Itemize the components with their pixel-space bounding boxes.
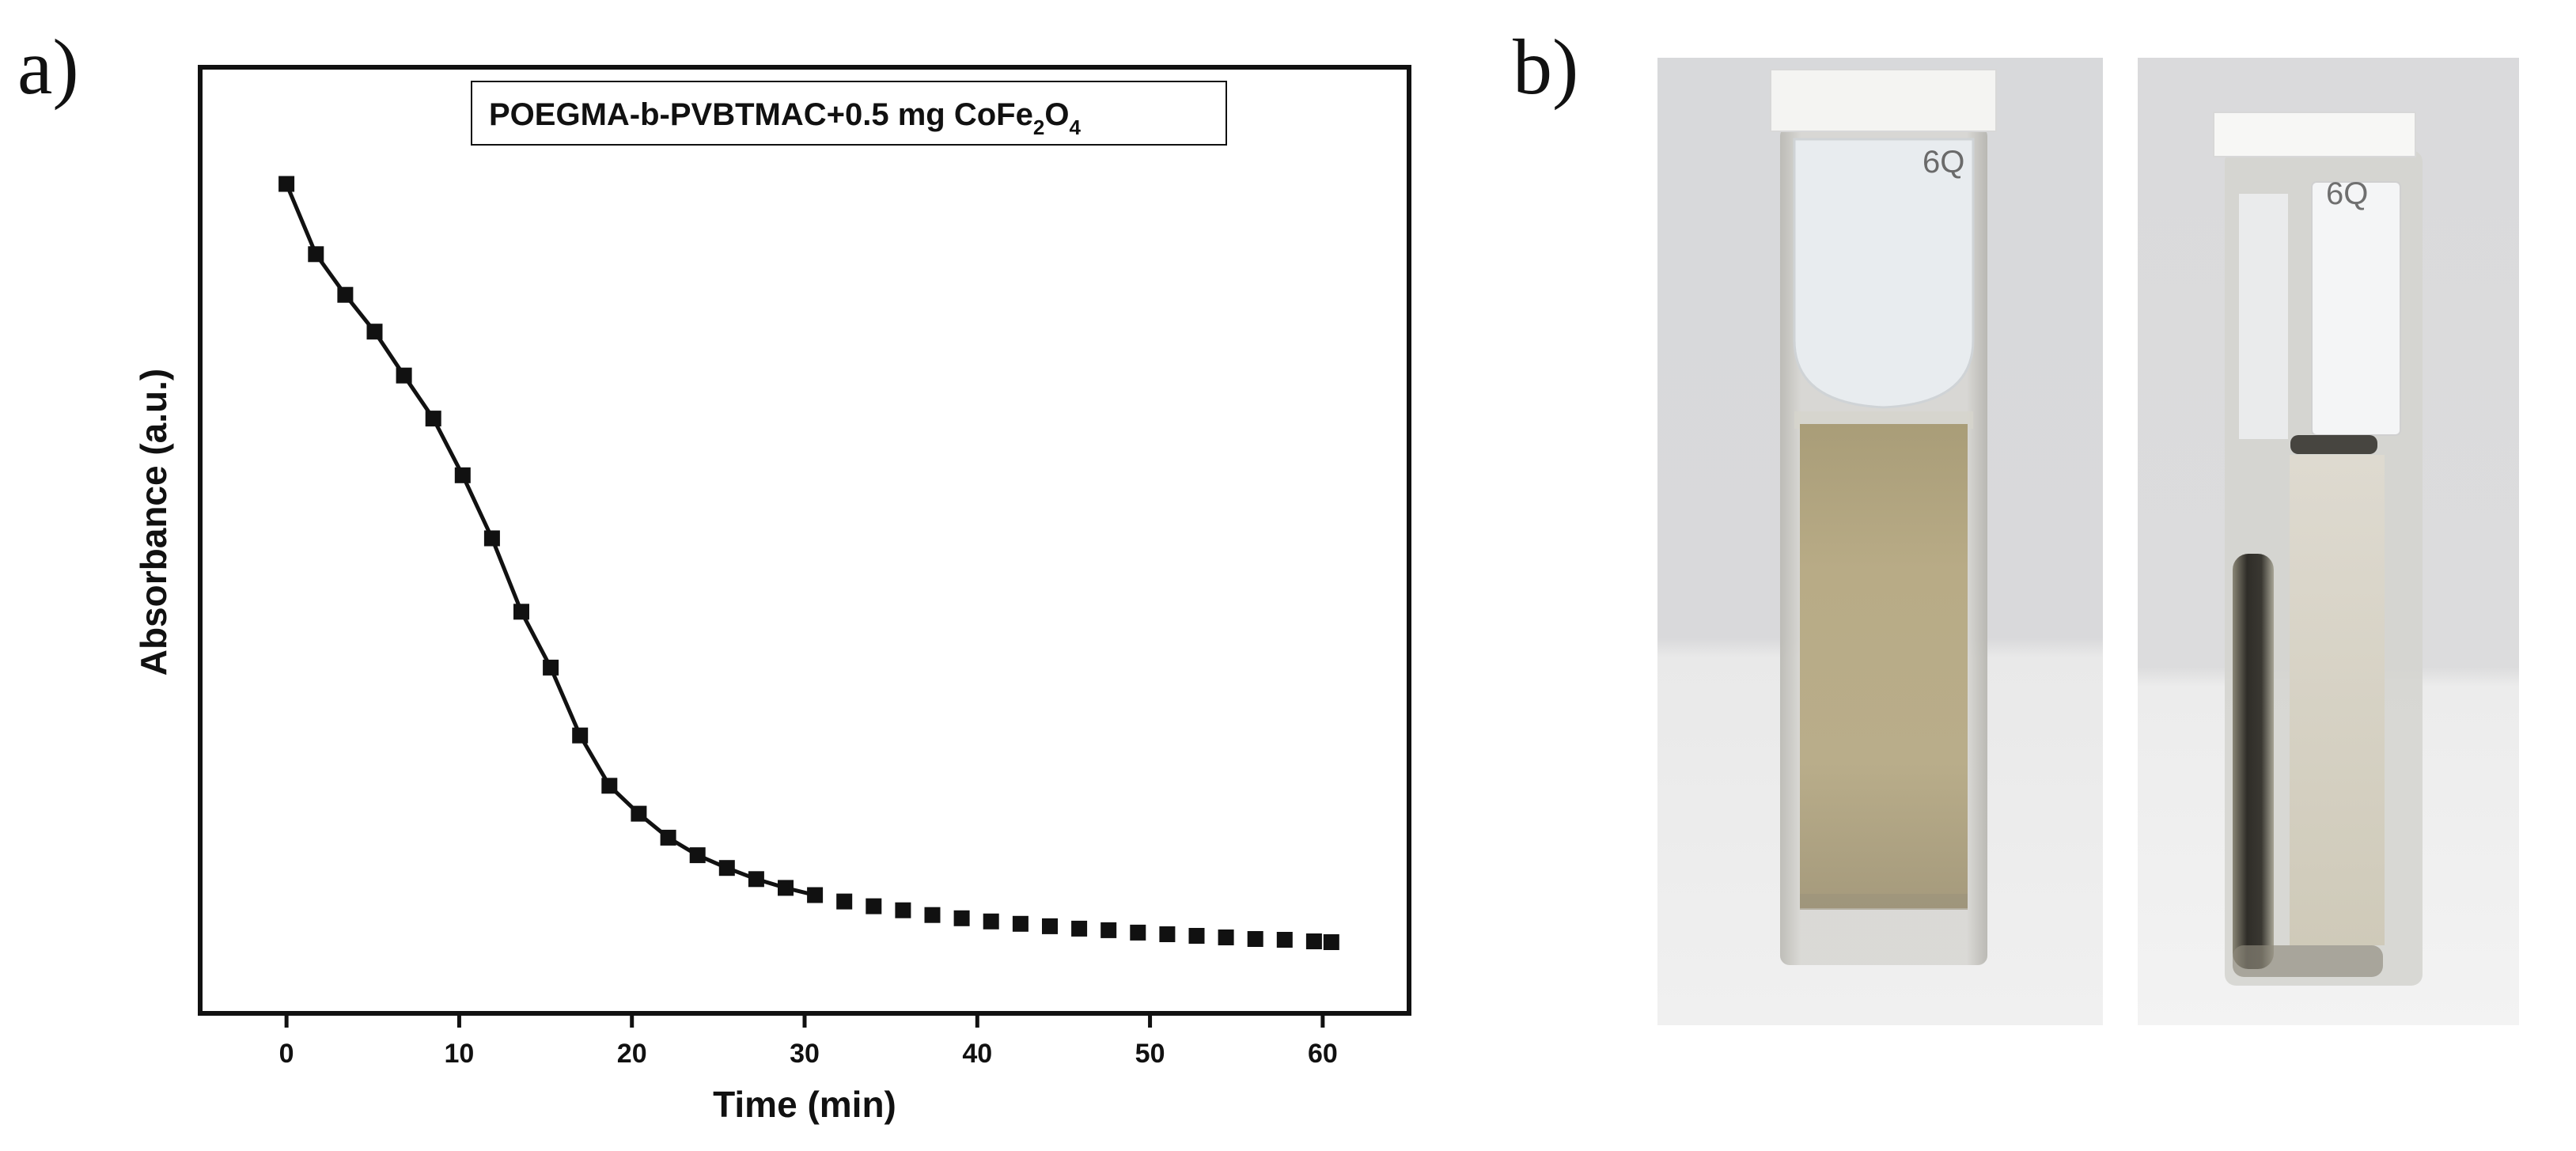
data-point	[924, 907, 941, 923]
x-tick-label: 60	[1308, 1039, 1338, 1069]
legend-text: POEGMA-b-PVBTMAC+0.5 mg CoFe2O4	[489, 97, 1081, 139]
absorbance-chart: 0 10 20 30 40 50 60 POEGMA-b-PVBTMAC+0.5 mg Co…	[133, 65, 1411, 1125]
data-point	[337, 286, 354, 303]
data-point	[983, 913, 999, 930]
data-point	[1247, 931, 1263, 947]
legend-sub-4: 4	[1069, 115, 1081, 139]
cuvette-cap	[2213, 112, 2416, 157]
data-point	[1159, 926, 1176, 942]
inner-insert	[2311, 181, 2401, 436]
data-point	[1305, 933, 1322, 949]
data-point	[660, 829, 676, 846]
magnetic-deposit	[2233, 554, 2274, 969]
liquid-bottom	[1800, 894, 1968, 910]
data-point	[718, 860, 735, 877]
cuvette-photo-before: 6Q	[1657, 58, 2103, 1025]
cuvette-window	[2239, 194, 2288, 439]
data-point	[483, 530, 500, 547]
data-point	[396, 367, 412, 384]
cuvette-photo-after: 6Q	[2138, 58, 2519, 1025]
data-point	[278, 176, 295, 192]
bottom-deposit	[2233, 945, 2383, 977]
data-point	[572, 727, 589, 744]
series-line	[284, 183, 816, 897]
x-tick-label: 0	[279, 1039, 294, 1069]
x-tick-label: 40	[962, 1039, 992, 1069]
data-point	[748, 871, 764, 888]
liquid-before	[1800, 424, 1968, 908]
data-point	[308, 246, 324, 263]
legend-box	[471, 81, 1227, 146]
legend: POEGMA-b-PVBTMAC+0.5 mg CoFe2O4	[471, 81, 1227, 146]
data-point	[807, 887, 824, 903]
data-point	[631, 805, 647, 822]
data-point	[1323, 934, 1339, 950]
legend-o: O	[1044, 97, 1069, 132]
data-point	[895, 902, 911, 918]
legend-sub-2: 2	[1033, 115, 1044, 139]
data-point	[543, 659, 559, 676]
data-point	[1042, 918, 1058, 934]
data-point	[689, 847, 706, 864]
data-point	[778, 880, 794, 896]
cuvette-window	[1793, 138, 1975, 409]
plot-frame	[198, 65, 1411, 1016]
data-point	[366, 324, 383, 340]
x-tick-label: 30	[790, 1039, 820, 1069]
data-point	[953, 910, 970, 926]
data-point	[836, 893, 853, 910]
data-point	[1071, 920, 1088, 937]
data-point	[1218, 930, 1234, 945]
x-axis-ticks	[284, 1013, 1325, 1028]
data-point	[1188, 928, 1205, 944]
data-point	[601, 778, 618, 794]
y-axis-label: Absorbance (a.u.)	[133, 369, 174, 676]
x-tick-label: 10	[445, 1039, 475, 1069]
x-axis-label: Time (min)	[713, 1084, 896, 1125]
x-axis-tick-labels: 0 10 20 30 40 50 60	[279, 1039, 1338, 1069]
x-tick-label: 20	[617, 1039, 647, 1069]
cuvette-label-after: 6Q	[2326, 176, 2368, 211]
series-markers	[278, 176, 1339, 950]
data-point	[425, 411, 441, 427]
legend-main: POEGMA-b-PVBTMAC+0.5 mg CoFe	[489, 97, 1033, 132]
data-point	[513, 604, 529, 620]
cuvette-label-before: 6Q	[1923, 145, 1964, 180]
data-point	[1130, 924, 1146, 941]
data-point	[1100, 922, 1117, 938]
x-tick-label: 50	[1135, 1039, 1165, 1069]
liquid-after	[2290, 455, 2385, 945]
data-point	[1276, 932, 1293, 948]
data-point	[866, 898, 882, 914]
data-point	[1012, 915, 1029, 932]
panel-label-a: a)	[17, 23, 79, 111]
meniscus-ring	[2290, 435, 2377, 454]
cuvette-cap	[1770, 69, 1997, 132]
data-point	[454, 467, 471, 483]
panel-label-b: b)	[1513, 23, 1578, 111]
